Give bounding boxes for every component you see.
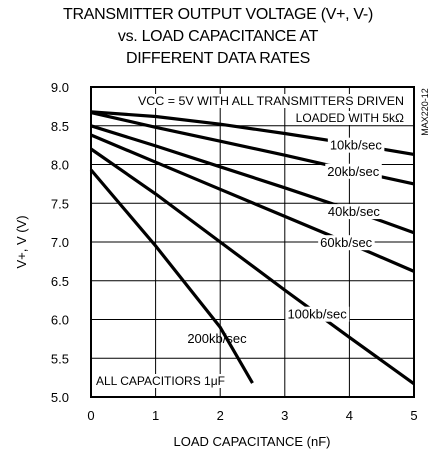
y-tick-label: 9.0 (51, 80, 69, 95)
x-tick-label: 4 (346, 408, 353, 423)
x-tick-label: 2 (217, 408, 224, 423)
y-tick-label: 6.0 (51, 313, 69, 328)
y-tick-label: 6.5 (51, 274, 69, 289)
chart-title-line-1: TRANSMITTER OUTPUT VOLTAGE (V+, V-) (63, 6, 373, 23)
y-tick-label: 7.0 (51, 235, 69, 250)
series-label: 200kb/sec (187, 331, 247, 346)
y-tick-label: 8.5 (51, 119, 69, 134)
series-label: 10kb/sec (330, 138, 383, 153)
series-line-100kb-sec (90, 147, 415, 386)
annotation-background (93, 374, 228, 388)
condition-annotation-line-1: VCC = 5V WITH ALL TRANSMITTERS DRIVEN (138, 94, 404, 108)
series-label-background (318, 235, 375, 251)
series-label: 40kb/sec (328, 204, 381, 219)
y-tick-label: 5.5 (51, 351, 69, 366)
series-label: 60kb/sec (320, 235, 373, 250)
chart-id-label: MAX220-12 (420, 88, 430, 136)
annotation-background (135, 94, 407, 108)
series-label-background (325, 204, 383, 220)
series-line-200kb-sec (89, 168, 254, 384)
chart-title-line-2: vs. LOAD CAPACITANCE AT (117, 28, 319, 45)
y-tick-labels: 9.0 8.5 8.0 7.5 7.0 6.5 6.0 5.5 5.0 (51, 80, 69, 405)
x-tick-label: 1 (152, 408, 159, 423)
series-label-background (325, 163, 382, 179)
x-tick-label: 0 (87, 408, 94, 423)
series-label-background (327, 137, 385, 153)
series-label-background (285, 306, 350, 322)
y-tick-label: 5.0 (51, 390, 69, 405)
plot-frame (90, 86, 415, 398)
series-label: 20kb/sec (327, 164, 380, 179)
series-label: 100kb/sec (287, 307, 347, 322)
capacitors-annotation: ALL CAPACITIORS 1μF (96, 374, 225, 388)
y-axis-label: V+, V (V) (14, 215, 29, 268)
condition-annotation-line-2: LOADED WITH 5kΩ (296, 111, 404, 125)
x-tick-label: 3 (281, 408, 288, 423)
x-tick-labels: 0 1 2 3 4 5 (87, 408, 417, 423)
x-tick-label: 5 (410, 408, 417, 423)
y-tick-label: 8.0 (51, 158, 69, 173)
annotation-background (292, 111, 408, 125)
series-labels: 10kb/sec 20kb/sec 40kb/sec 60kb/sec 100kb/se… (187, 137, 385, 346)
y-tick-label: 7.5 (51, 196, 69, 211)
x-axis-label: LOAD CAPACITANCE (nF) (174, 434, 331, 449)
chart-title-line-3: DIFFERENT DATA RATES (126, 50, 310, 67)
